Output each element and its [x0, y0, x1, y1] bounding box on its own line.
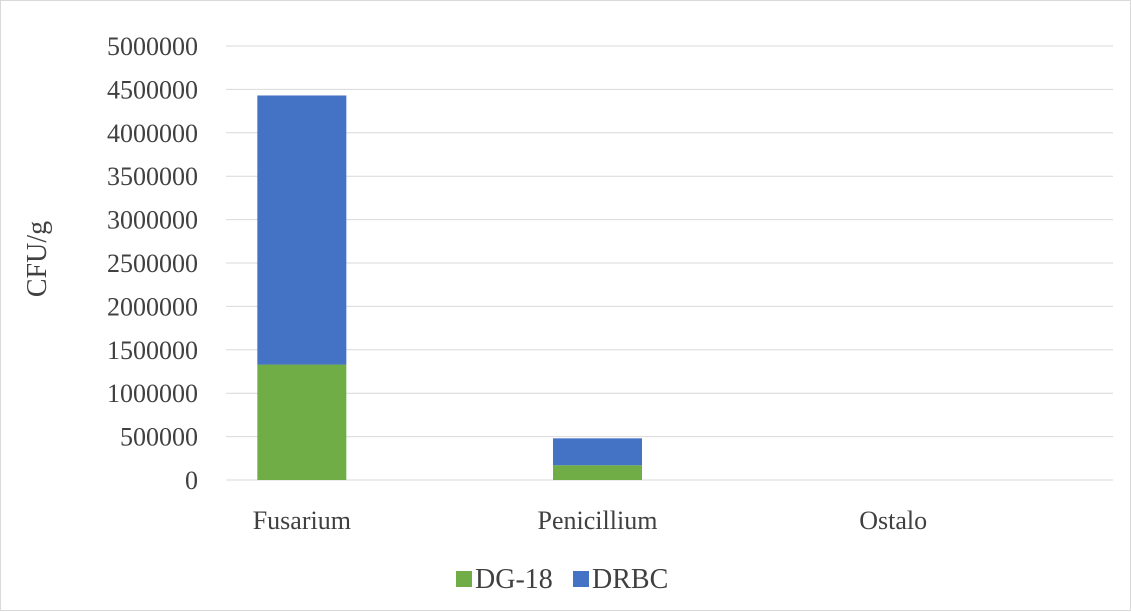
y-tick-label: 1000000: [107, 379, 198, 408]
gridlines: [226, 45, 1113, 481]
x-axis-categories: Fusarium Penicillium Ostalo: [253, 506, 927, 535]
y-tick-label: 5000000: [107, 32, 198, 61]
y-tick-label: 2000000: [107, 292, 198, 321]
y-tick-label: 4500000: [107, 75, 198, 104]
x-category-label: Penicillium: [538, 506, 658, 535]
y-tick-label: 2500000: [107, 249, 198, 278]
y-tick-label: 500000: [120, 423, 198, 452]
bar-drbc-penicillium: [553, 438, 642, 466]
bar-dg-18-penicillium: [553, 465, 642, 480]
y-axis-label: CFU/g: [22, 221, 53, 297]
y-tick-label: 4000000: [107, 119, 198, 148]
legend-swatch-dg-18: [456, 571, 472, 587]
x-category-label: Ostalo: [859, 506, 927, 535]
y-tick-label: 1500000: [107, 336, 198, 365]
bars: [257, 95, 642, 480]
legend-label: DRBC: [592, 564, 668, 595]
legend-swatch-drbc: [573, 571, 589, 587]
legend-label: DG-18: [475, 564, 553, 595]
y-tick-label: 0: [185, 466, 198, 495]
y-axis-ticks: 0 500000 1000000 1500000 2000000 2500000 30000…: [107, 32, 198, 495]
x-category-label: Fusarium: [253, 506, 351, 535]
bar-drbc-fusarium: [257, 95, 347, 365]
y-tick-label: 3500000: [107, 162, 198, 191]
legend: DG-18 DRBC: [456, 564, 668, 595]
bar-dg-18-fusarium: [257, 364, 347, 480]
y-tick-label: 3000000: [107, 206, 198, 235]
